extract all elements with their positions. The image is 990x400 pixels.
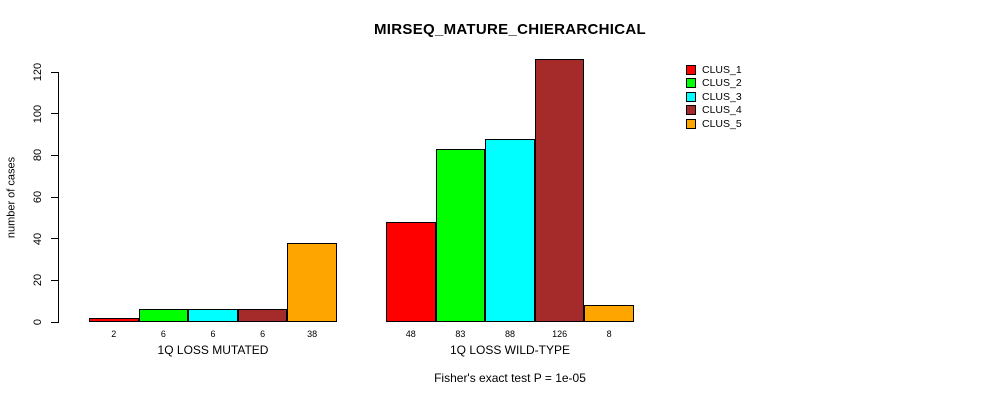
legend-label: CLUS_5 (702, 117, 742, 130)
y-tick-mark (51, 279, 58, 281)
legend-label: CLUS_1 (702, 64, 742, 76)
bar-clus_5-group2 (584, 305, 634, 322)
y-tick-mark (51, 196, 58, 198)
y-tick-label: 20 (32, 274, 44, 287)
y-tick-mark (51, 154, 58, 156)
y-tick-label: 0 (32, 318, 44, 326)
y-axis-label: number of cases (5, 156, 18, 239)
bar-clus_5-group1 (287, 243, 337, 322)
y-tick-label: 40 (32, 232, 44, 245)
bar-value-label: 6 (160, 329, 166, 339)
bar-value-label: 6 (260, 329, 266, 339)
legend-swatch-icon (686, 65, 696, 75)
y-tick-label: 80 (32, 149, 44, 162)
legend-swatch-icon (686, 105, 696, 116)
group-label-mutated: 1Q LOSS MUTATED (157, 343, 269, 357)
bar-value-label: 48 (405, 329, 416, 339)
bar-clus_1-group1 (89, 318, 139, 322)
y-tick-mark (51, 321, 58, 323)
bar-clus_3-group2 (485, 139, 535, 322)
y-axis-line (58, 72, 59, 323)
bar-clus_4-group2 (534, 59, 585, 322)
legend-swatch-icon (686, 118, 696, 129)
legend-label: CLUS_3 (702, 90, 742, 103)
y-tick-mark (51, 238, 58, 240)
bar-value-label: 8 (606, 329, 612, 339)
bar-value-label: 2 (111, 329, 117, 339)
bar-clus_2-group1 (138, 309, 189, 322)
bar-clus_2-group2 (435, 149, 486, 322)
annotation-text: Fisher's exact test P = 1e-05 (434, 371, 586, 385)
legend-swatch-icon (686, 78, 696, 89)
bar-clus_1-group2 (386, 222, 436, 322)
bar-value-label: 88 (504, 329, 515, 339)
bar-clus_3-group1 (188, 309, 238, 322)
legend-swatch-icon (686, 91, 696, 102)
y-tick-label: 120 (32, 62, 44, 82)
legend-label: CLUS_4 (702, 104, 742, 117)
y-tick-label: 100 (32, 104, 44, 123)
bar-value-label: 83 (455, 329, 466, 339)
bar-clus_4-group1 (237, 309, 288, 322)
bar-value-label: 38 (307, 329, 318, 339)
legend-label: CLUS_2 (702, 77, 742, 90)
y-tick-mark (51, 113, 58, 115)
y-tick-mark (51, 71, 58, 73)
bar-value-label: 6 (210, 329, 216, 339)
group-label-wildtype: 1Q LOSS WILD-TYPE (449, 343, 571, 357)
bar-value-label: 126 (552, 329, 568, 339)
y-tick-label: 60 (32, 190, 44, 204)
chart-title: MIRSEQ_MATURE_CHIERARCHICAL (374, 21, 646, 38)
